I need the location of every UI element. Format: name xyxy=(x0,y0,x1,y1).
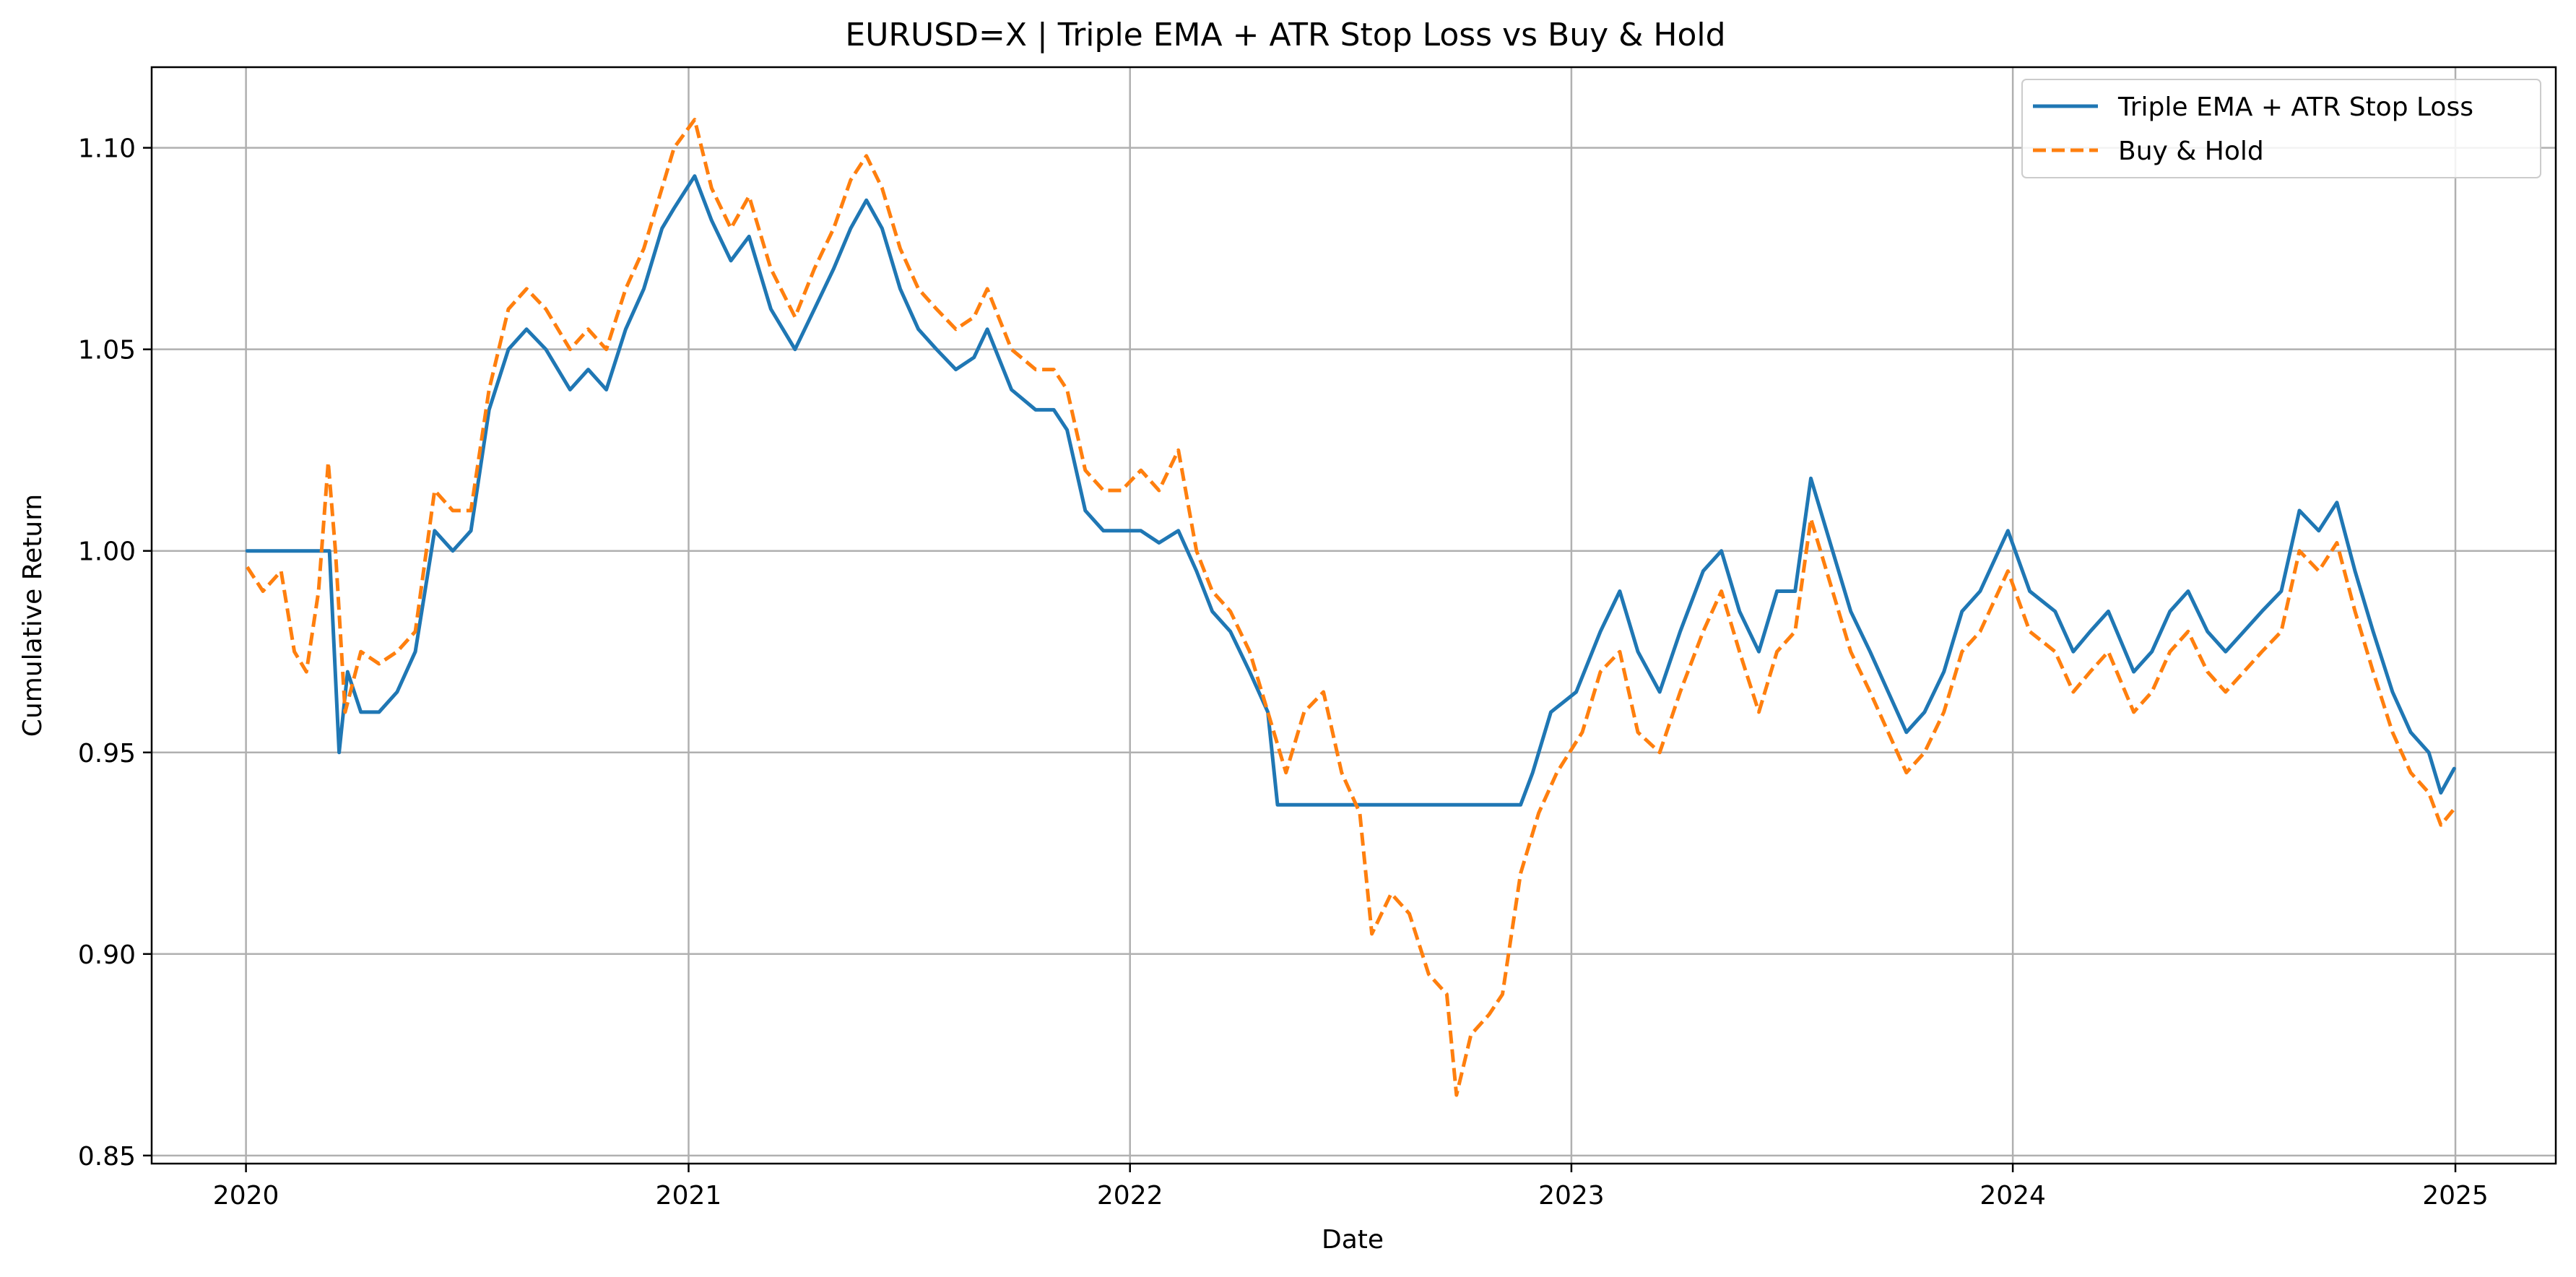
y-axis-label: Cumulative Return xyxy=(18,494,48,737)
series-lines xyxy=(245,118,2456,1097)
legend: Triple EMA + ATR Stop Loss Buy & Hold xyxy=(2021,79,2541,178)
legend-box xyxy=(2021,79,2541,178)
y-tick-label: 0.85 xyxy=(78,1142,136,1172)
x-axis-label: Date xyxy=(1322,1225,1384,1255)
x-tick-label: 2023 xyxy=(1538,1181,1605,1211)
legend-label-triple-ema: Triple EMA + ATR Stop Loss xyxy=(2117,92,2473,122)
x-tick-label: 2020 xyxy=(213,1181,279,1211)
x-tick-label: 2021 xyxy=(656,1181,722,1211)
y-tick-label: 0.95 xyxy=(78,739,136,769)
y-tick-label: 1.10 xyxy=(78,134,136,164)
y-tick-label: 0.90 xyxy=(78,940,136,970)
series-line-buy-hold xyxy=(246,118,2456,1097)
series-line-triple-ema xyxy=(245,174,2456,807)
x-tick-label: 2024 xyxy=(1979,1181,2046,1211)
y-tick-label: 1.00 xyxy=(78,537,136,567)
axis-ticks: 2020 2021 2022 2023 2024 2025 0.85 0.90 0.95 1.00… xyxy=(78,134,2489,1211)
grid-lines xyxy=(152,67,2556,1164)
x-tick-label: 2025 xyxy=(2422,1181,2489,1211)
plot-area-frame xyxy=(150,66,2557,1165)
x-tick-label: 2022 xyxy=(1097,1181,1163,1211)
legend-label-buy-hold: Buy & Hold xyxy=(2118,137,2264,166)
chart-title: EURUSD=X | Triple EMA + ATR Stop Loss vs… xyxy=(845,17,1725,53)
y-tick-label: 1.05 xyxy=(78,336,136,365)
